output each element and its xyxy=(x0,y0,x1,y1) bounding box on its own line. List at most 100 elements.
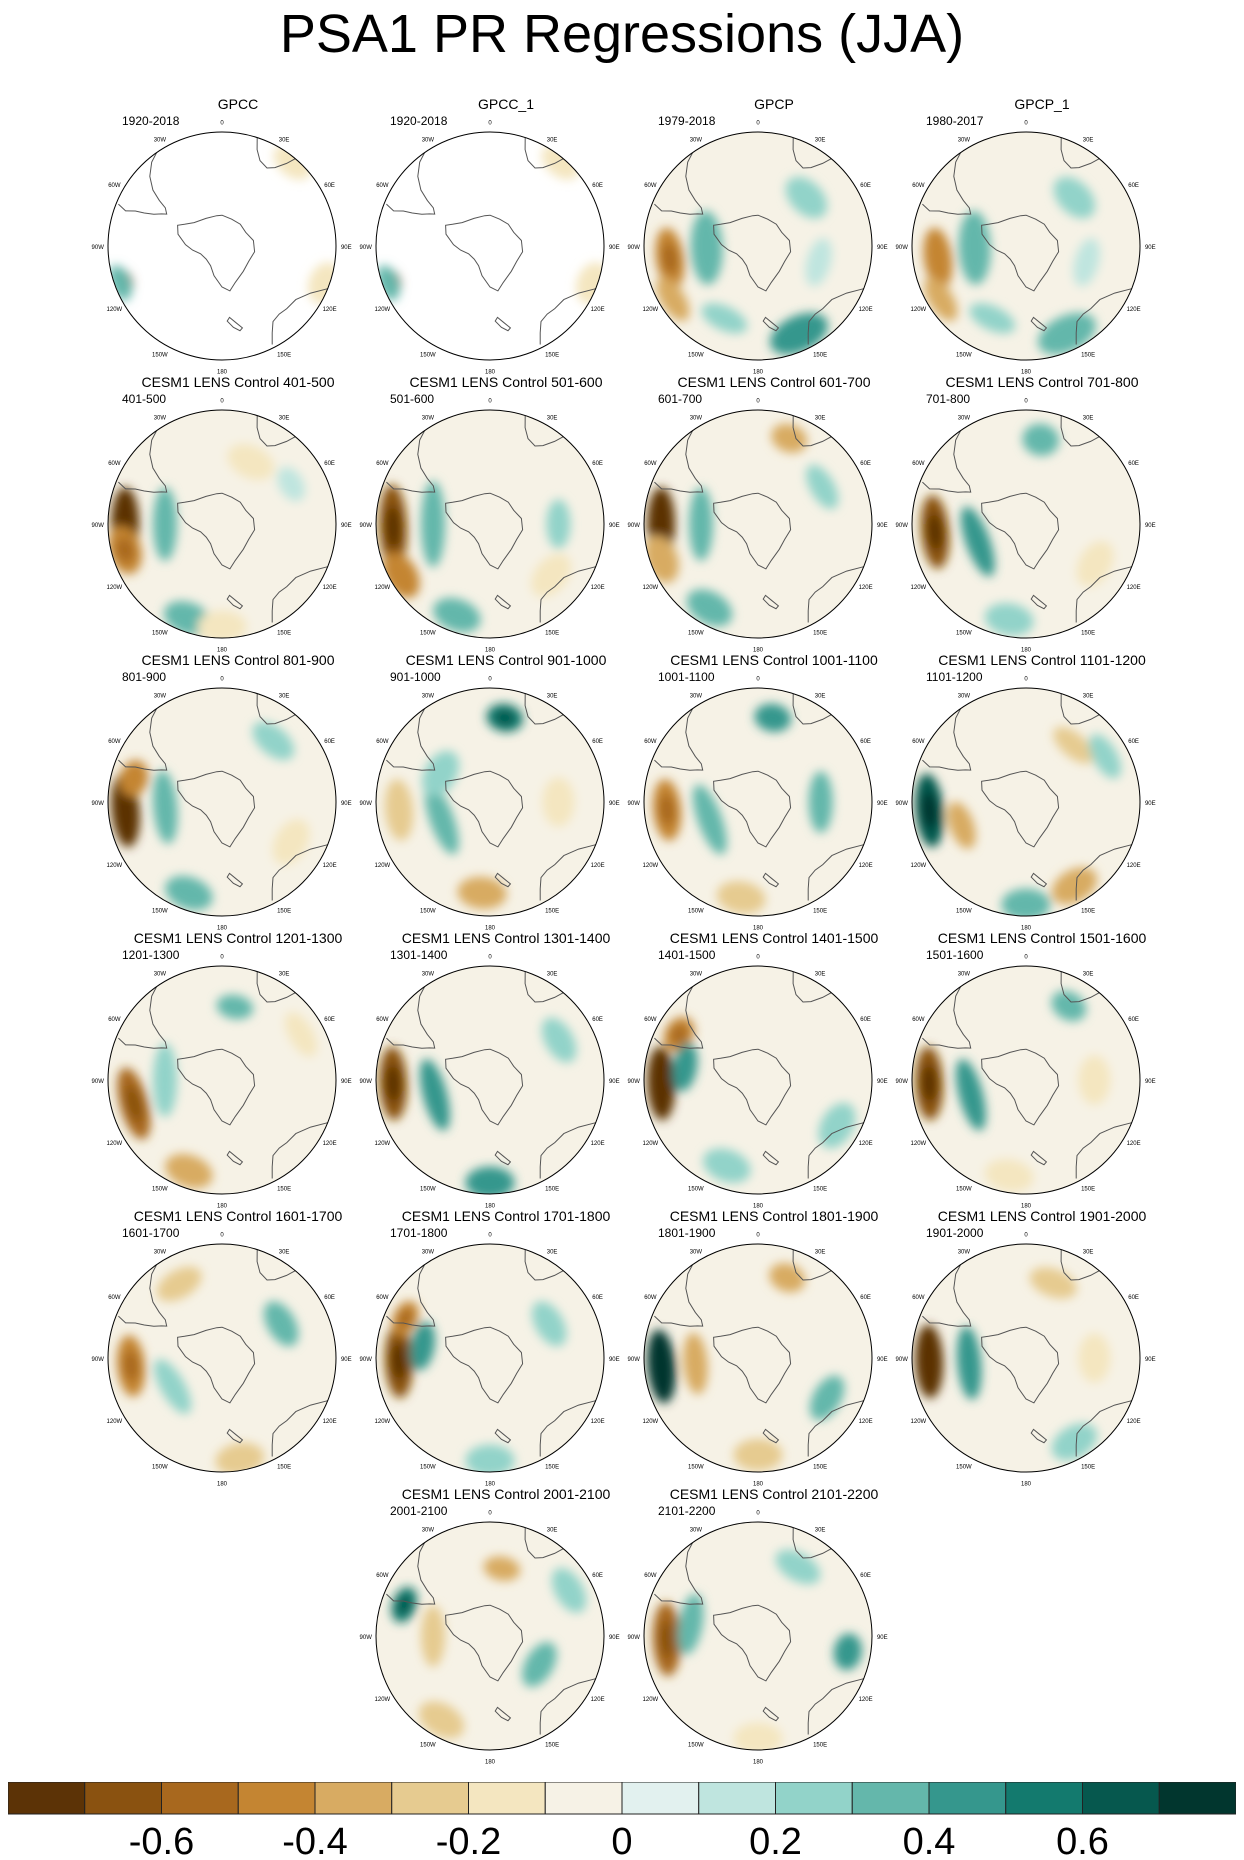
precip-anomaly xyxy=(152,770,178,844)
australia-coastline xyxy=(1075,566,1132,623)
longitude-label: 120E xyxy=(1127,1419,1141,1425)
longitude-label: 30W xyxy=(958,693,971,699)
longitude-label: 150W xyxy=(152,631,168,637)
africa-coastline xyxy=(792,1249,832,1281)
south-america-coastline xyxy=(386,152,436,215)
colorbar-swatch xyxy=(928,1782,1007,1815)
longitude-label: 150E xyxy=(277,353,291,359)
longitude-label: 30W xyxy=(154,693,167,699)
map-border xyxy=(375,1521,605,1751)
africa-coastline xyxy=(256,693,296,725)
longitude-label: 90E xyxy=(609,801,620,807)
map-panel: GPCC 1920-2018 0 30E 60E 90E 120E 150E 180 150W 12… xyxy=(92,96,372,375)
longitude-label: 120E xyxy=(323,1419,337,1425)
polar-map: 0 30E 60E 90E 120E 150E 180 150W 120W 90W 60W 30W xyxy=(628,399,888,654)
longitude-label: 60W xyxy=(912,739,925,745)
longitude-label: 90E xyxy=(341,523,352,529)
south-america-coastline xyxy=(654,1542,704,1605)
longitude-label: 0 xyxy=(1024,1233,1028,1239)
precip-anomaly xyxy=(958,210,991,285)
precip-anomaly xyxy=(947,801,976,849)
longitude-label: 120W xyxy=(911,1141,927,1147)
precip-anomaly xyxy=(683,1332,708,1395)
longitude-label: 90W xyxy=(896,801,909,807)
longitude-label: 120W xyxy=(107,863,123,869)
precip-anomaly xyxy=(733,1722,783,1750)
panel-period: 1301-1400 xyxy=(390,948,448,962)
south-america-coastline xyxy=(386,708,436,771)
longitude-label: 30W xyxy=(958,971,971,977)
longitude-label: 150W xyxy=(688,1187,704,1193)
precip-anomaly xyxy=(284,1012,318,1057)
precip-anomaly xyxy=(984,1159,1034,1192)
precip-anomaly-core xyxy=(385,1064,401,1102)
australia-coastline xyxy=(539,288,596,345)
australia-coastline xyxy=(271,566,328,623)
colorbar-swatch xyxy=(8,1782,86,1815)
polar-map: 0 30E 60E 90E 120E 150E 180 150W 120W 90W 60W 30W xyxy=(92,399,352,654)
map-panel: CESM1 LENS Control 401-500 401-500 0 30E 60E… xyxy=(92,374,372,654)
map-border xyxy=(643,131,873,361)
precip-anomaly xyxy=(1053,176,1096,219)
figure-title: PSA1 PR Regressions (JJA) xyxy=(279,4,965,64)
longitude-label: 60E xyxy=(324,739,335,745)
longitude-label: 120W xyxy=(107,1141,123,1147)
longitude-label: 150E xyxy=(1081,1465,1095,1471)
precip-anomaly xyxy=(1038,312,1096,355)
longitude-label: 120E xyxy=(859,1419,873,1425)
longitude-label: 0 xyxy=(488,677,492,683)
longitude-label: 150W xyxy=(688,1465,704,1471)
longitude-label: 120W xyxy=(375,863,391,869)
longitude-label: 120W xyxy=(375,1697,391,1703)
longitude-label: 30W xyxy=(690,693,703,699)
longitude-label: 150E xyxy=(1081,631,1095,637)
longitude-label: 150E xyxy=(545,631,559,637)
panel-period: 401-500 xyxy=(122,392,167,406)
polar-map: 0 30E 60E 90E 120E 150E 180 150W 120W 90W 60W 30W xyxy=(360,399,620,654)
longitude-label: 30W xyxy=(690,415,703,421)
longitude-label: 30E xyxy=(547,415,558,421)
precip-anomaly xyxy=(771,423,808,453)
australia-coastline xyxy=(1075,288,1132,345)
antarctica-coastline xyxy=(713,492,792,570)
map-background xyxy=(376,1244,604,1472)
longitude-label: 150E xyxy=(813,1743,827,1749)
longitude-label: 0 xyxy=(756,1233,760,1239)
precip-anomaly xyxy=(531,1301,567,1347)
map-panel: CESM1 LENS Control 1601-1700 1601-1700 0 30… xyxy=(92,1208,372,1487)
longitude-label: 180 xyxy=(1021,1481,1032,1487)
polar-map: 0 30E 60E 90E 120E 150E 180 150W 120W 90W 60W 30W xyxy=(360,677,620,932)
colorbar-swatch xyxy=(851,1782,930,1815)
new-zealand-coastline xyxy=(1030,316,1048,332)
map-border xyxy=(107,131,337,361)
longitude-label: 60E xyxy=(860,1295,871,1301)
longitude-label: 120W xyxy=(911,307,927,313)
longitude-label: 90W xyxy=(360,245,373,251)
precip-anomaly xyxy=(785,176,828,219)
precip-anomaly-core xyxy=(391,1342,407,1380)
longitude-label: 30W xyxy=(958,1249,971,1255)
longitude-label: 30W xyxy=(154,137,167,143)
australia-coastline xyxy=(807,566,864,623)
longitude-label: 60W xyxy=(912,1017,925,1023)
south-america-coastline xyxy=(118,986,168,1049)
new-zealand-coastline xyxy=(762,872,780,888)
longitude-label: 90W xyxy=(360,1079,373,1085)
new-zealand-coastline xyxy=(1030,1150,1048,1166)
longitude-label: 90W xyxy=(92,1357,105,1363)
antarctica-coastline xyxy=(445,1604,524,1682)
antarctica-coastline xyxy=(177,1326,256,1404)
longitude-label: 30W xyxy=(958,137,971,143)
panel-period: 1501-1600 xyxy=(926,948,984,962)
longitude-label: 60E xyxy=(592,1573,603,1579)
longitude-label: 90W xyxy=(628,1635,641,1641)
longitude-label: 30E xyxy=(279,971,290,977)
south-america-coastline xyxy=(654,1264,704,1327)
longitude-label: 120W xyxy=(375,1141,391,1147)
map-background xyxy=(108,688,336,916)
new-zealand-coastline xyxy=(226,316,244,332)
australia-coastline xyxy=(539,566,596,623)
precip-anomaly xyxy=(153,487,177,561)
longitude-label: 0 xyxy=(756,121,760,127)
longitude-label: 30W xyxy=(422,1249,435,1255)
